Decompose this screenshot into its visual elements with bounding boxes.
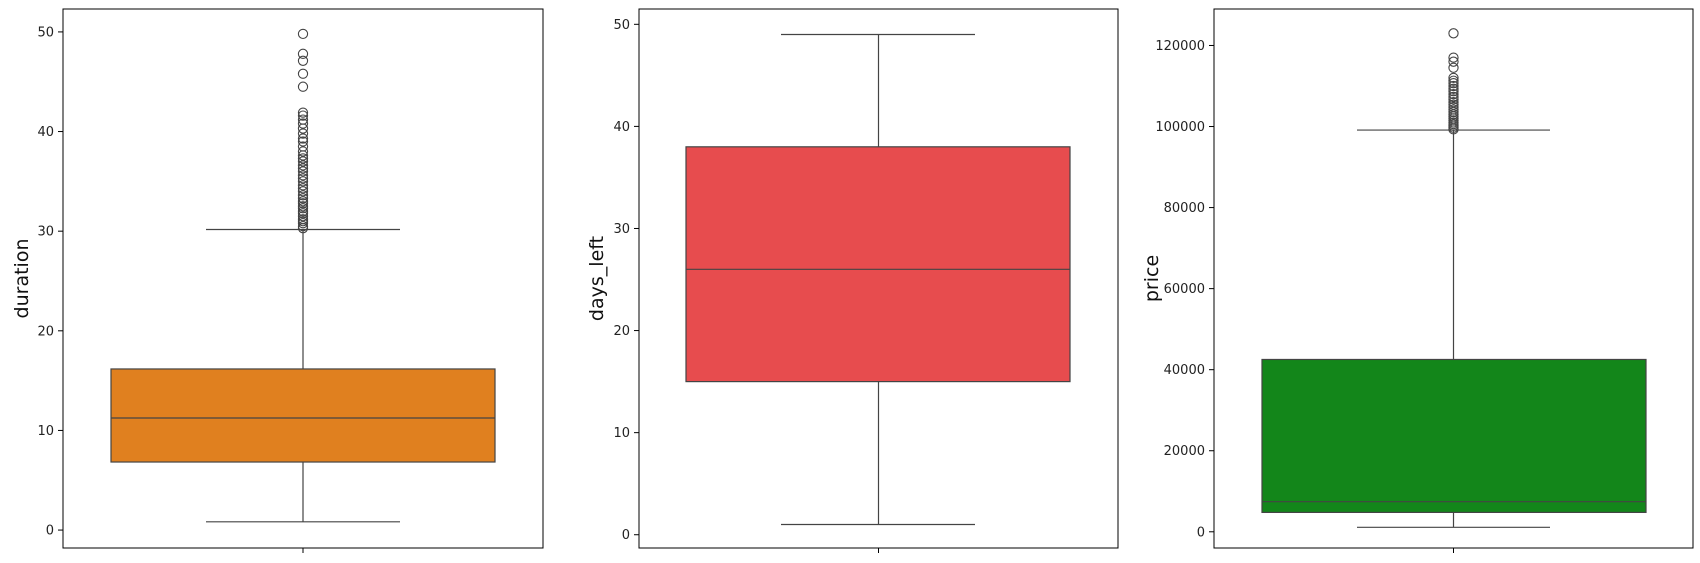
outlier-point bbox=[1448, 91, 1459, 103]
outlier-point bbox=[1448, 52, 1459, 63]
outlier-point bbox=[1448, 86, 1459, 97]
y-axis-label: duration bbox=[11, 239, 33, 319]
boxplot-panel-3: 0 20000 40000 60000 80000 100000 120000 price bbox=[1141, 8, 1694, 553]
y-tick-label: 100000 bbox=[1155, 120, 1205, 135]
outlier-point bbox=[297, 110, 309, 121]
outlier-point bbox=[297, 55, 309, 66]
y-tick-label: 20 bbox=[613, 324, 630, 339]
outlier-point bbox=[297, 48, 309, 59]
outlier-point bbox=[297, 176, 309, 187]
outlier-point bbox=[1448, 99, 1459, 110]
outlier-point bbox=[297, 68, 309, 79]
outlier-point bbox=[297, 196, 309, 207]
outlier-point bbox=[297, 153, 309, 164]
y-tick-label: 0 bbox=[1197, 525, 1205, 540]
y-tick-label: 50 bbox=[37, 25, 54, 40]
boxplot-panel-1: 0 10 20 30 40 50 duration bbox=[11, 8, 544, 553]
outlier-point bbox=[1448, 83, 1459, 94]
outlier-point bbox=[297, 81, 309, 92]
y-tick-label: 20 bbox=[37, 324, 54, 339]
outlier-point bbox=[297, 114, 309, 125]
iqr-box bbox=[685, 146, 1071, 383]
outlier-point bbox=[297, 146, 309, 157]
y-axis-label: days_left bbox=[586, 236, 608, 321]
boxplot-panel-2: 0 10 20 30 40 50 days_left bbox=[586, 8, 1119, 553]
outlier-point bbox=[1448, 94, 1459, 105]
outlier-point bbox=[1448, 56, 1459, 67]
y-tick-label: 20000 bbox=[1164, 444, 1205, 459]
outlier-point bbox=[297, 214, 309, 225]
y-tick-label: 80000 bbox=[1164, 201, 1205, 216]
outlier-point bbox=[297, 118, 309, 129]
outlier-point bbox=[1448, 75, 1459, 86]
outlier-point bbox=[1448, 97, 1459, 108]
y-tick-label: 60000 bbox=[1164, 282, 1205, 297]
outlier-point bbox=[297, 170, 309, 181]
y-tick-label: 40 bbox=[37, 125, 54, 140]
outlier-point bbox=[297, 206, 309, 217]
outlier-point bbox=[297, 107, 309, 118]
outlier-point bbox=[297, 193, 309, 204]
iqr-box bbox=[110, 368, 496, 463]
outlier-point bbox=[297, 173, 309, 184]
outlier-point bbox=[297, 183, 309, 194]
y-axis-label: price bbox=[1141, 255, 1163, 302]
outlier-point bbox=[297, 211, 309, 222]
outlier-point bbox=[297, 128, 309, 139]
outlier-point bbox=[297, 141, 309, 152]
outlier-point bbox=[1448, 104, 1459, 115]
outlier-point bbox=[297, 186, 309, 197]
outlier-point bbox=[297, 156, 309, 167]
outlier-point bbox=[297, 201, 309, 212]
y-tick-label: 0 bbox=[46, 524, 54, 539]
outlier-point bbox=[297, 28, 309, 40]
outlier-point bbox=[297, 160, 309, 171]
y-tick-label: 50 bbox=[613, 18, 630, 33]
outlier-point bbox=[297, 136, 309, 147]
outlier-point bbox=[1448, 72, 1459, 84]
y-tick-label: 40000 bbox=[1164, 363, 1205, 378]
outlier-point bbox=[1448, 28, 1459, 39]
outlier-point bbox=[1448, 78, 1459, 89]
outlier-point bbox=[1448, 80, 1459, 92]
y-tick-label: 40 bbox=[613, 120, 630, 135]
y-tick-label: 10 bbox=[37, 424, 54, 439]
outlier-point bbox=[297, 190, 309, 201]
y-tick-label: 120000 bbox=[1155, 39, 1205, 54]
outlier-point bbox=[297, 180, 309, 191]
y-tick-label: 30 bbox=[613, 222, 630, 237]
y-tick-label: 30 bbox=[37, 225, 54, 240]
y-tick-label: 10 bbox=[613, 426, 630, 441]
outlier-point bbox=[297, 133, 309, 144]
outlier-point bbox=[1448, 101, 1459, 113]
outlier-point bbox=[1448, 62, 1459, 73]
outlier-point bbox=[1448, 88, 1459, 100]
iqr-box bbox=[1261, 358, 1647, 514]
outlier-point bbox=[297, 221, 309, 232]
outlier-point bbox=[297, 166, 309, 177]
outlier-point bbox=[297, 163, 309, 174]
y-tick-label: 0 bbox=[622, 528, 630, 543]
